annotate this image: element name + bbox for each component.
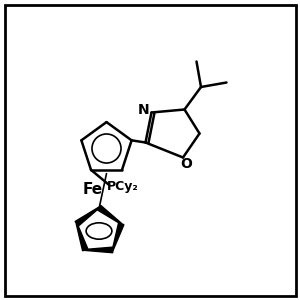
Polygon shape: [85, 247, 113, 253]
Polygon shape: [75, 207, 99, 226]
Text: Fe: Fe: [83, 182, 103, 196]
Polygon shape: [76, 224, 88, 251]
Polygon shape: [112, 223, 124, 250]
Text: N: N: [138, 103, 150, 117]
Text: PCy₂: PCy₂: [106, 180, 138, 193]
Text: O: O: [181, 157, 193, 171]
Polygon shape: [98, 205, 122, 224]
